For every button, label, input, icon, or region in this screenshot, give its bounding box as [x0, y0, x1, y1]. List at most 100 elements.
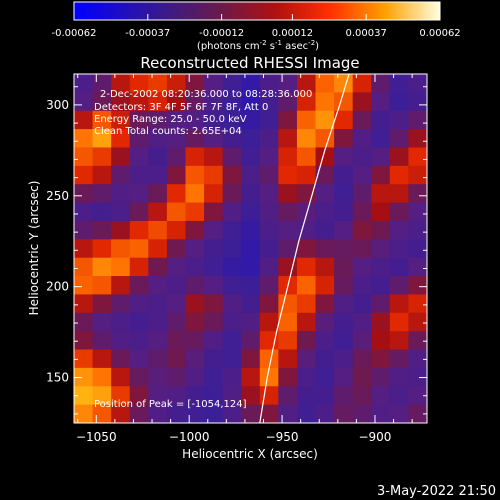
heatmap-cell: [315, 404, 335, 423]
heatmap-cell: [111, 257, 131, 277]
heatmap-cell: [185, 386, 205, 406]
heatmap-cell: [352, 367, 372, 387]
heatmap-cell: [74, 202, 94, 222]
heatmap-cell: [204, 294, 224, 314]
heatmap-cell: [222, 404, 242, 423]
heatmap-cell: [259, 367, 279, 387]
heatmap-cell: [222, 294, 242, 314]
heatmap-cell: [74, 184, 94, 204]
heatmap-cell: [129, 257, 149, 277]
heatmap-cell: [241, 331, 261, 351]
heatmap-cell: [222, 276, 242, 296]
heatmap-cell: [111, 276, 131, 296]
heatmap-cell: [352, 110, 372, 130]
heatmap-cell: [222, 202, 242, 222]
heatmap-cell: [334, 147, 354, 167]
heatmap-cell: [92, 184, 112, 204]
colorbar: -0.00062 -0.00037 -0.00012 0.00012 0.00037 0.…: [52, 1, 461, 52]
annotation-clean: Clean Total counts: 2.65E+04: [94, 126, 242, 137]
heatmap-cell: [148, 331, 168, 351]
heatmap-cell: [389, 220, 410, 240]
heatmap-cell: [408, 165, 427, 185]
heatmap-cell: [371, 276, 391, 296]
heatmap-cell: [129, 386, 149, 406]
heatmap-cell: [278, 239, 298, 259]
heatmap-cell: [129, 202, 149, 222]
heatmap-cell: [296, 367, 317, 387]
heatmap-cell: [74, 220, 94, 240]
heatmap-cell: [222, 92, 242, 112]
heatmap-cell: [92, 92, 112, 112]
heatmap-cell: [204, 331, 224, 351]
heatmap-cell: [111, 220, 131, 240]
colorbar-gradient: [73, 1, 441, 21]
heatmap-cell: [241, 312, 261, 332]
heatmap-cell: [278, 404, 298, 423]
colorbar-tick-label: -0.00037: [125, 28, 170, 39]
heatmap-cell: [111, 312, 131, 332]
colorbar-tick-label: 0.00037: [346, 28, 387, 39]
heatmap-cell: [296, 220, 317, 240]
heatmap-cell: [259, 92, 279, 112]
heatmap-cell: [204, 202, 224, 222]
heatmap-cell: [408, 184, 427, 204]
heatmap-cell: [92, 294, 112, 314]
heatmap-cell: [371, 110, 391, 130]
heatmap-cell: [296, 349, 317, 369]
colorbar-tick-label: -0.00062: [52, 28, 97, 39]
footer-date: 3-May-2022 21:50: [377, 484, 496, 499]
heatmap-cell: [278, 129, 298, 149]
heatmap-cell: [278, 74, 298, 93]
heatmap-cell: [371, 165, 391, 185]
heatmap-cell: [334, 367, 354, 387]
heatmap-cell: [185, 110, 205, 130]
heatmap-cell: [278, 184, 298, 204]
heatmap-cell: [315, 386, 335, 406]
heatmap-cell: [334, 276, 354, 296]
heatmap-cell: [166, 202, 187, 222]
heatmap-cell: [129, 220, 149, 240]
heatmap-cell: [278, 312, 298, 332]
heatmap-cell: [241, 239, 261, 259]
heatmap-cell: [204, 147, 224, 167]
y-tick-label: 250: [46, 189, 69, 203]
heatmap-cell: [334, 74, 354, 93]
heatmap-cell: [315, 202, 335, 222]
heatmap-cell: [315, 184, 335, 204]
heatmap-cell: [185, 74, 205, 93]
heatmap-cell: [259, 165, 279, 185]
heatmap-cell: [315, 165, 335, 185]
heatmap-cell: [408, 110, 427, 130]
heatmap-cell: [204, 404, 224, 423]
heatmap-cell: [92, 110, 112, 130]
heatmap-cell: [241, 184, 261, 204]
heatmap-cell: [371, 147, 391, 167]
heatmap-cell: [315, 257, 335, 277]
heatmap-cell: [111, 239, 131, 259]
heatmap-cell: [222, 257, 242, 277]
heatmap-cell: [334, 349, 354, 369]
heatmap-cell: [222, 129, 242, 149]
heatmap-cell: [334, 331, 354, 351]
heatmap-cell: [371, 404, 391, 423]
heatmap-cell: [74, 165, 94, 185]
heatmap-cell: [371, 312, 391, 332]
heatmap-cell: [92, 386, 112, 406]
heatmap-cell: [334, 312, 354, 332]
heatmap-cell: [334, 239, 354, 259]
heatmap-cell: [74, 404, 94, 423]
heatmap-cell: [204, 165, 224, 185]
heatmap-cell: [111, 129, 131, 149]
heatmap-cell: [408, 74, 427, 93]
heatmap-cell: [296, 404, 317, 423]
colorbar-tick-label: -0.00012: [199, 28, 244, 39]
heatmap-cell: [204, 312, 224, 332]
heatmap-cell: [296, 165, 317, 185]
heatmap-cell: [129, 276, 149, 296]
heatmap-cell: [352, 165, 372, 185]
heatmap-cell: [278, 257, 298, 277]
heatmap-cell: [204, 349, 224, 369]
x-tick-label: −900: [358, 430, 391, 444]
heatmap-cell: [408, 331, 427, 351]
heatmap-cell: [74, 147, 94, 167]
